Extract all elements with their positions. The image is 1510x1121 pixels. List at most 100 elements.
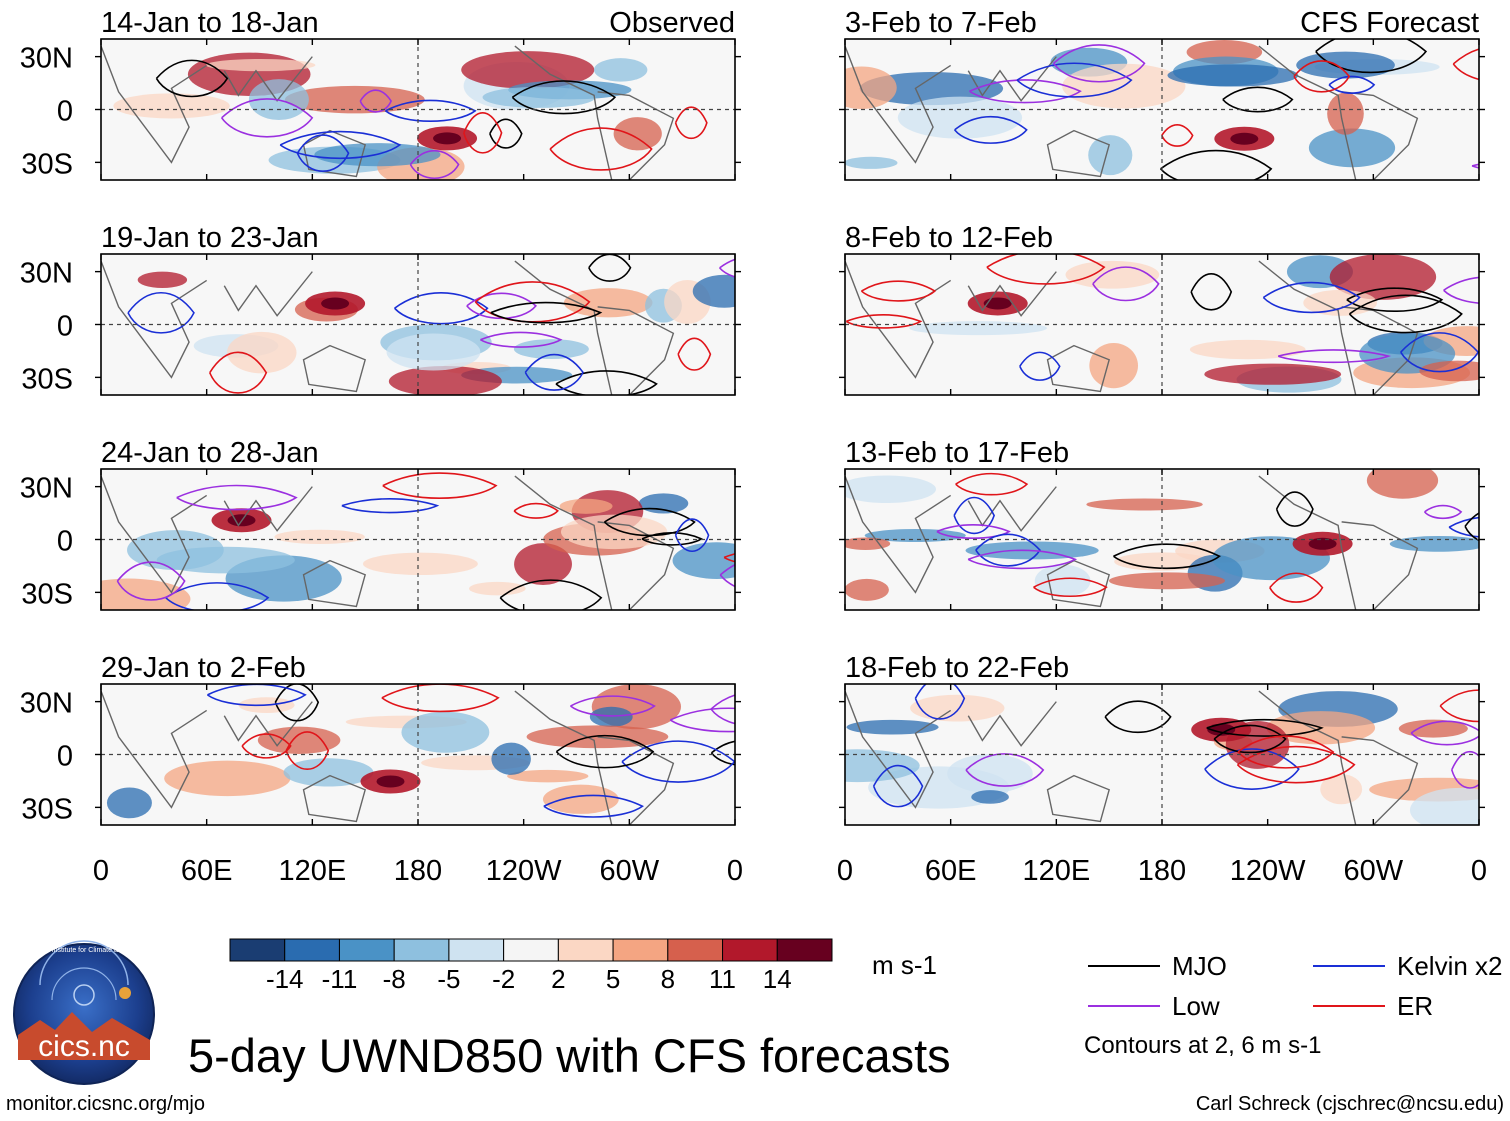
wave-contour	[1423, 504, 1463, 520]
x-tick-label: 120W	[1230, 855, 1306, 887]
wave-contour	[463, 112, 503, 154]
y-tick-label: 30S	[21, 148, 73, 180]
colorbar-swatch	[722, 938, 778, 962]
wave-contour	[155, 59, 229, 98]
wave-contour	[549, 127, 653, 171]
wave-contour	[241, 733, 292, 759]
wave-contour	[1328, 75, 1376, 94]
colorbar-label: 8	[661, 964, 675, 994]
coastline	[101, 475, 208, 594]
wave-contour	[1348, 294, 1463, 334]
wave-contour	[953, 115, 1028, 144]
y-tick-label: 30N	[20, 43, 73, 75]
anomaly-shading	[274, 529, 365, 544]
footer-credit: Carl Schreck (cjschrec@ncsu.edu)	[1196, 1093, 1504, 1115]
x-tick-label: 60E	[181, 855, 233, 887]
coastline	[597, 91, 675, 180]
anomaly-shading	[672, 542, 735, 579]
wave-contour	[127, 291, 195, 334]
wave-contour	[914, 684, 966, 720]
y-tick-label: 0	[57, 96, 73, 128]
colorbar-swatch	[667, 938, 724, 962]
anomaly-shading	[1089, 343, 1139, 389]
x-tick-label: 180	[394, 855, 442, 887]
anomaly-shading	[1086, 498, 1203, 511]
coastline	[223, 486, 313, 532]
anomaly-shading	[1320, 774, 1363, 805]
colorbar-swatch	[448, 938, 505, 962]
coastline	[223, 56, 313, 102]
anomaly-shading	[1308, 128, 1396, 168]
x-tick-label: 120E	[1022, 855, 1090, 887]
panel-period-title: 8-Feb to 12-Feb	[845, 222, 1053, 254]
anomaly-shading	[593, 58, 648, 82]
wave-contour	[588, 254, 632, 282]
map-panel: 30N 0 30S 24-Jan to 28-Jan	[20, 437, 741, 611]
logo-ring-text: Cooperative Institute for Climate and Sa…	[12, 947, 156, 954]
map-panel: 13-Feb to 17-Feb	[839, 437, 1485, 611]
anomaly-shading	[257, 726, 341, 754]
coastline	[967, 701, 1057, 747]
x-tick-label: 120W	[486, 855, 562, 887]
legend-label: Low	[1172, 991, 1220, 1021]
wave-contour	[872, 764, 924, 808]
panel-period-title: 29-Jan to 2-Feb	[101, 652, 306, 684]
wave-contour	[220, 98, 314, 138]
coastline	[845, 690, 952, 809]
wave-contour	[603, 507, 696, 537]
wave-contour	[1159, 149, 1273, 180]
panel-type-label: CFS Forecast	[1300, 7, 1479, 39]
panel-period-title: 13-Feb to 17-Feb	[845, 437, 1069, 469]
wave-contour	[206, 684, 307, 707]
anomaly-shading	[164, 760, 291, 797]
wave-contour	[341, 498, 440, 514]
anomaly-shading	[283, 758, 374, 787]
anomaly-shading	[1088, 135, 1133, 176]
colorbar-label: 14	[763, 964, 792, 994]
coastline	[1046, 129, 1111, 178]
x-tick-label: 0	[93, 855, 109, 887]
map-panel: 30N 0 30S 14-Jan to 18-Jan Observed	[20, 7, 741, 181]
anomaly-shading	[388, 365, 502, 395]
wave-contour	[409, 150, 460, 179]
legend-label: Kelvin x2	[1397, 951, 1503, 981]
x-tick-label: 120E	[278, 855, 346, 887]
wave-contour	[1092, 266, 1160, 302]
coastline	[1258, 260, 1357, 395]
wave-contour	[969, 79, 1082, 104]
y-tick-label: 30N	[20, 258, 73, 290]
anomaly-shading	[613, 117, 662, 151]
anomaly-shading	[1389, 536, 1479, 552]
wave-contour	[1237, 735, 1335, 769]
wave-contour	[641, 531, 703, 546]
wave-contour	[384, 99, 477, 122]
anomaly-shading	[106, 787, 152, 819]
anomaly-shading	[401, 711, 490, 753]
colorbar-swatch	[338, 938, 395, 962]
coastline	[302, 774, 367, 823]
wave-contour	[499, 579, 603, 610]
coastline	[514, 690, 613, 825]
wave-contour	[1293, 60, 1351, 93]
panel-period-title: 14-Jan to 18-Jan	[101, 7, 319, 39]
anomaly-shading	[845, 475, 936, 503]
y-tick-label: 0	[57, 526, 73, 558]
panel-type-label: Observed	[609, 7, 735, 39]
wave-contour	[955, 472, 1029, 496]
footer-url: monitor.cicsnc.org/mjo	[6, 1093, 205, 1115]
wave-contour	[1113, 543, 1221, 570]
wave-contour	[1346, 287, 1444, 312]
anomaly-shading	[845, 537, 891, 550]
coastline	[1258, 475, 1357, 610]
anomaly-shading	[137, 271, 188, 289]
wave-contour	[674, 518, 710, 552]
wave-contour	[555, 734, 655, 769]
coastline	[597, 306, 675, 395]
wave-contour	[382, 472, 498, 499]
anomaly-shading	[947, 754, 1033, 793]
anomaly-core	[433, 132, 462, 145]
x-tick-label: 0	[837, 855, 853, 887]
wave-contour	[285, 731, 330, 770]
y-tick-label: 30N	[20, 473, 73, 505]
wave-contour	[1236, 745, 1356, 784]
